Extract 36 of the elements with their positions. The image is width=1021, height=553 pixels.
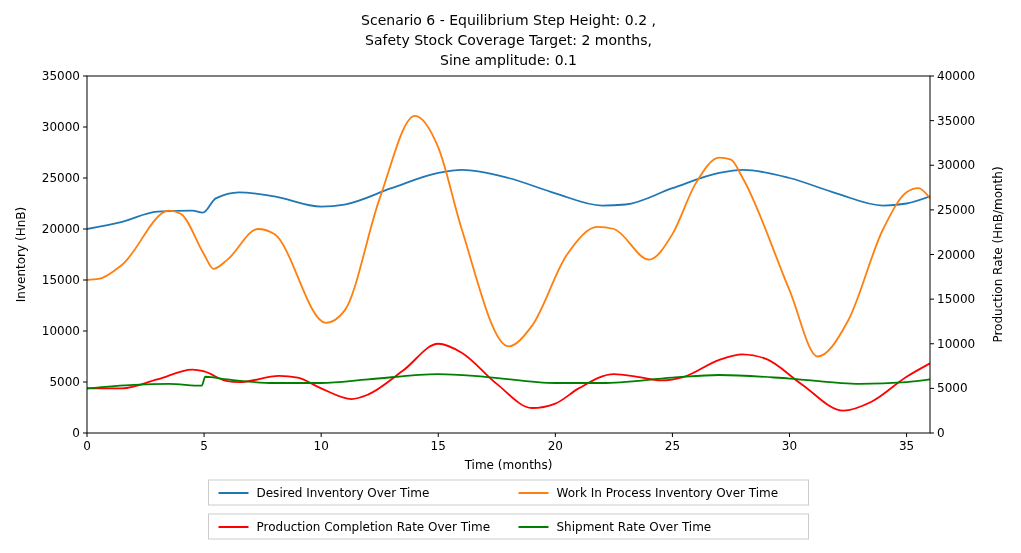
line-series (87, 114, 930, 358)
legend-label: Production Completion Rate Over Time (256, 520, 491, 534)
y-axis-title: Inventory (HnB) (14, 206, 28, 303)
line-series (87, 373, 930, 390)
y-tick-label: 5000 (49, 375, 80, 389)
y-tick-label: 30000 (41, 120, 80, 134)
x-tick-label: 25 (664, 439, 681, 453)
y-tick-label: 15000 (41, 273, 80, 287)
x-tick-label: 20 (547, 439, 563, 453)
line-series (87, 168, 930, 230)
y-tick-label: 35000 (41, 69, 80, 83)
y2-tick-label: 5000 (937, 381, 968, 396)
legend-label: Desired Inventory Over Time (256, 486, 430, 500)
y2-tick-label: 30000 (937, 158, 976, 173)
y2-tick-label: 40000 (937, 69, 976, 83)
x-tick-label: 35 (898, 439, 915, 453)
x-tick-label: 10 (313, 439, 329, 453)
y-tick-label: 0 (72, 426, 80, 440)
y-tick-label: 25000 (41, 171, 80, 185)
y2-tick-label: 15000 (937, 292, 976, 307)
legend-label: Shipment Rate Over Time (556, 520, 712, 534)
y2-tick-label: 10000 (937, 336, 976, 351)
y2-tick-label: 20000 (937, 247, 976, 262)
y2-tick-label: 0 (937, 426, 945, 440)
x-tick-label: 0 (83, 439, 91, 453)
legend-label: Work In Process Inventory Over Time (556, 486, 779, 500)
x-tick-label: 5 (200, 439, 208, 453)
y2-axis-title: Production Rate (HnB/month) (991, 166, 1005, 343)
x-tick-label: 15 (430, 439, 446, 453)
y2-tick-label: 25000 (937, 202, 976, 217)
x-tick-label: 30 (781, 439, 798, 453)
y-tick-label: 10000 (41, 324, 80, 338)
y-tick-label: 20000 (41, 222, 80, 236)
y2-tick-label: 35000 (937, 113, 976, 128)
chart-title: Scenario 6 - Equilibrium Step Height: 0.2 , Safety Stock Coverage Target: 2 months, Sine amplitude: 0.1 (361, 12, 656, 68)
x-axis-title: Time (months) (463, 458, 553, 472)
